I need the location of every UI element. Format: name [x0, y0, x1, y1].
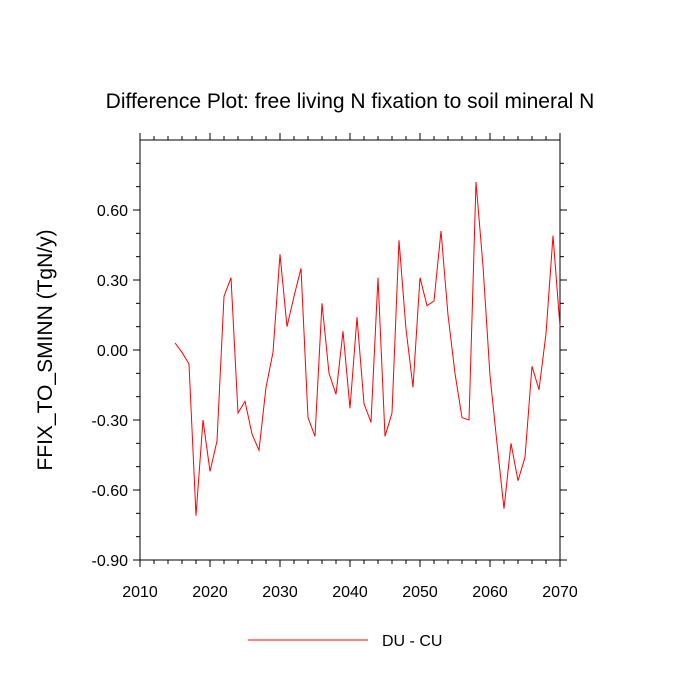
series-line-du-cu: [174, 181, 561, 516]
x-tick-label: 2060: [472, 584, 508, 601]
y-tick-label: 0.60: [97, 203, 128, 220]
y-tick-label: -0.30: [92, 413, 129, 430]
y-tick-label: 0.00: [97, 343, 128, 360]
legend-label-du-cu: DU - CU: [382, 633, 442, 650]
plot-frame: [139, 139, 561, 561]
y-axis-label: FFIX_TO_SMINN (TgN/y): [34, 229, 57, 470]
legend: DU - CU: [248, 633, 442, 650]
x-tick-label: 2050: [402, 584, 438, 601]
series-layer: [174, 181, 561, 516]
axis-ticks: [133, 133, 567, 567]
y-tick-label: -0.60: [92, 483, 129, 500]
x-tick-label: 2030: [262, 584, 298, 601]
x-tick-label: 2040: [332, 584, 368, 601]
x-tick-label: 2070: [542, 584, 578, 601]
axis-tick-labels: 2010 2020 2030 2040 2050 2060 2070 -0.90 -0.60 -0…: [92, 203, 578, 601]
y-tick-label: 0.30: [97, 273, 128, 290]
chart-title: Difference Plot: free living N fixation …: [106, 90, 595, 113]
x-tick-label: 2020: [192, 584, 228, 601]
y-tick-label: -0.90: [92, 553, 129, 570]
x-tick-label: 2010: [122, 584, 158, 601]
